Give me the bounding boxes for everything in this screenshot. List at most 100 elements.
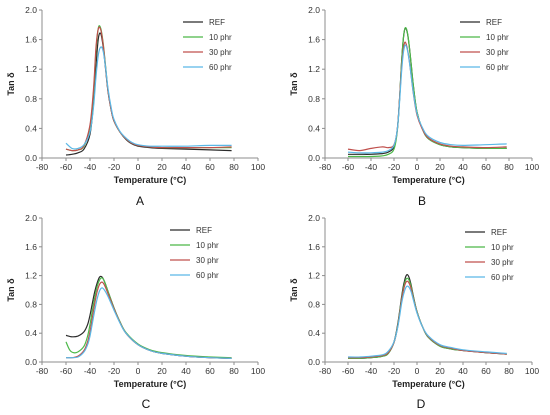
x-tick-label: 20	[435, 162, 445, 172]
y-tick-label: 1.2	[308, 271, 320, 281]
legend-label-ref: REF	[196, 226, 212, 235]
y-tick-label: 1.2	[308, 64, 320, 74]
y-tick-label: 1.6	[308, 242, 320, 252]
x-tick-label: 60	[481, 366, 491, 376]
y-tick-label: 1.2	[25, 271, 37, 281]
panel-label: A	[136, 194, 144, 208]
x-tick-label: -40	[84, 162, 97, 172]
y-tick-label: 2.0	[308, 5, 320, 15]
legend-label-30-phr: 30 phr	[491, 258, 514, 267]
x-tick-label: 0	[136, 162, 141, 172]
y-tick-label: 0.8	[308, 299, 320, 309]
y-tick-label: 2.0	[25, 5, 37, 15]
y-tick-label: 1.2	[25, 64, 37, 74]
x-tick-label: 40	[458, 162, 468, 172]
legend-label-60-phr: 60 phr	[491, 273, 514, 282]
y-tick-label: 0.8	[25, 299, 37, 309]
x-tick-label: -80	[319, 366, 332, 376]
x-tick-label: 0	[415, 366, 420, 376]
y-axis-title: Tan δ	[6, 278, 16, 302]
x-tick-label: 100	[251, 366, 265, 376]
y-tick-label: 2.0	[25, 213, 37, 223]
x-tick-label: -40	[365, 366, 378, 376]
x-tick-label: -20	[388, 162, 401, 172]
x-tick-label: -40	[365, 162, 378, 172]
legend-label-10-phr: 10 phr	[209, 33, 232, 42]
legend-label-60-phr: 60 phr	[209, 63, 232, 72]
y-axis-title: Tan δ	[6, 72, 16, 96]
y-tick-label: 0.4	[25, 123, 37, 133]
y-axis-title: Tan δ	[289, 72, 299, 96]
legend-label-60-phr: 60 phr	[196, 271, 219, 280]
series-line-60-phr	[347, 285, 507, 358]
x-tick-label: 40	[181, 162, 191, 172]
y-tick-label: 1.6	[25, 35, 37, 45]
series-line-10-phr	[65, 277, 232, 359]
x-tick-label: -60	[342, 366, 355, 376]
x-tick-label: 60	[205, 162, 215, 172]
y-tick-label: 0.4	[308, 123, 320, 133]
x-tick-label: 80	[504, 366, 514, 376]
series-line-60-phr	[65, 287, 232, 359]
legend-label-10-phr: 10 phr	[491, 243, 514, 252]
y-tick-label: 0.8	[308, 94, 320, 104]
x-tick-label: -60	[60, 162, 73, 172]
series-line-30-phr	[347, 41, 507, 152]
x-tick-label: -20	[108, 162, 121, 172]
panel-label: D	[417, 397, 426, 411]
y-tick-label: 0.0	[25, 357, 37, 367]
legend-label-10-phr: 10 phr	[196, 241, 219, 250]
x-tick-label: -60	[342, 162, 355, 172]
x-axis-title: Temperature (°C)	[392, 175, 464, 185]
x-tick-label: 80	[229, 366, 239, 376]
x-tick-label: 40	[458, 366, 468, 376]
x-tick-label: 60	[481, 162, 491, 172]
series-line-ref	[347, 274, 507, 360]
y-tick-label: 0.0	[308, 153, 320, 163]
x-tick-label: -40	[84, 366, 97, 376]
series-line-60-phr	[65, 46, 232, 150]
x-tick-label: 80	[504, 162, 514, 172]
x-tick-label: -80	[36, 162, 49, 172]
x-tick-label: 100	[251, 162, 265, 172]
legend-label-60-phr: 60 phr	[486, 63, 509, 72]
y-tick-label: 0.0	[25, 153, 37, 163]
legend-label-ref: REF	[491, 228, 507, 237]
x-tick-label: 100	[525, 366, 539, 376]
legend-label-30-phr: 30 phr	[209, 48, 232, 57]
x-tick-label: -60	[60, 366, 73, 376]
panel-b: 0.0 0.4 0.8 1.2 1.6 2.0 -80 -60 -40 -20 0 20 40 60 80 1…	[289, 5, 539, 208]
x-tick-label: 100	[525, 162, 539, 172]
legend: REF 10 phr 30 phr 60 phr	[183, 18, 232, 72]
series-line-30-phr	[347, 280, 507, 359]
panel-d: 0.0 0.4 0.8 1.2 1.6 2.0 -80 -60 -40 -20 0 20 40 60 80 1…	[289, 213, 539, 411]
legend-label-30-phr: 30 phr	[196, 256, 219, 265]
x-tick-label: -20	[108, 366, 121, 376]
x-tick-label: -80	[36, 366, 49, 376]
legend-label-ref: REF	[209, 18, 225, 27]
x-tick-label: 60	[205, 366, 215, 376]
x-tick-label: -80	[319, 162, 332, 172]
y-tick-label: 1.6	[308, 35, 320, 45]
x-axis-title: Temperature (°C)	[114, 175, 186, 185]
y-tick-label: 0.4	[25, 328, 37, 338]
y-tick-label: 2.0	[308, 213, 320, 223]
x-axis-title: Temperature (°C)	[114, 379, 186, 389]
panel-label: B	[418, 194, 426, 208]
y-tick-label: 0.8	[25, 94, 37, 104]
series-line-10-phr	[348, 26, 507, 158]
x-tick-label: 0	[136, 366, 141, 376]
x-tick-label: -20	[388, 366, 401, 376]
x-tick-label: 20	[157, 366, 167, 376]
x-tick-label: 20	[435, 366, 445, 376]
legend-label-ref: REF	[486, 18, 502, 27]
panel-c: 0.0 0.4 0.8 1.2 1.6 2.0 -80 -60 -40 -20 0 20 40 60 80 1…	[6, 213, 265, 411]
legend: REF 10 phr 30 phr 60 phr	[465, 228, 514, 282]
x-axis-title: Temperature (°C)	[392, 379, 464, 389]
series-line-60-phr	[347, 44, 507, 154]
legend-label-10-phr: 10 phr	[486, 33, 509, 42]
y-tick-label: 1.6	[25, 242, 37, 252]
y-tick-label: 0.4	[308, 328, 320, 338]
x-tick-label: 0	[415, 162, 420, 172]
